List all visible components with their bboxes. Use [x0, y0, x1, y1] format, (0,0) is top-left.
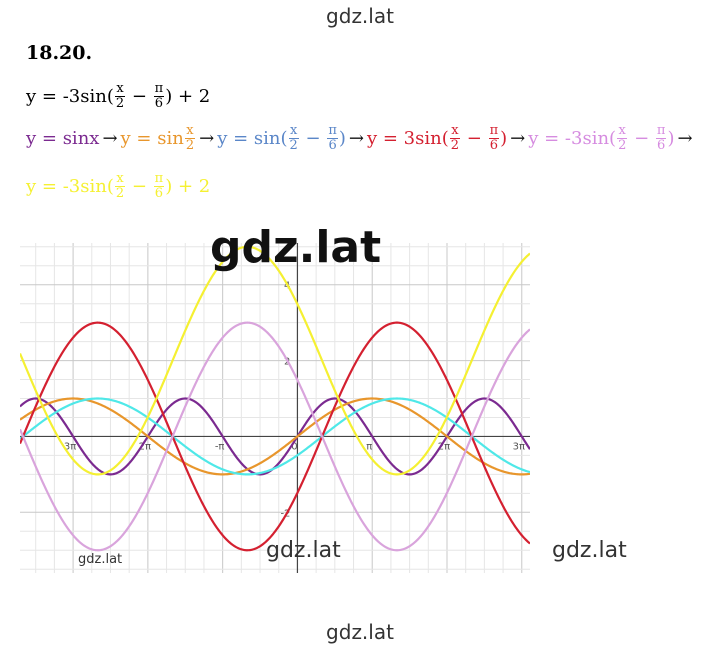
equation-minus: −	[126, 85, 153, 107]
transformation-chain-line1: y = sinx → y = sin x 2 → y = sin(x 2 − π 6) → y = …	[26, 123, 696, 154]
x-tick-label: π	[366, 441, 372, 452]
x-tick-label: 2π	[438, 441, 450, 452]
x-tick-label: 3π	[513, 441, 525, 452]
step-sin-x-2: y = sin x 2	[120, 123, 196, 154]
step-sinx: y = sinx	[26, 127, 100, 149]
arrow-icon: →	[199, 127, 215, 149]
watermark-large: gdz.lat	[210, 222, 382, 273]
watermark-small: gdz.lat	[78, 552, 123, 567]
series-line-4	[20, 321, 530, 552]
step-final: y = -3sin(x 2 − π 6) + 2	[26, 171, 211, 202]
target-equation: y = -3sin(x 2 − π 6) + 2	[26, 81, 211, 112]
watermark-right: gdz.lat	[552, 538, 627, 563]
x-tick-label: 0	[291, 441, 297, 452]
watermark-top: gdz.lat	[326, 4, 394, 28]
equation-prefix: y = -3sin(	[26, 85, 114, 107]
problem-number: 18.20.	[26, 42, 93, 64]
watermark-middle: gdz.lat	[266, 538, 341, 563]
series-line-5	[20, 321, 530, 552]
step-neg3sin: y = -3sin(x 2 − π 6)	[528, 123, 675, 154]
arrow-icon: →	[510, 127, 526, 149]
x-tick-label: 3π	[64, 441, 76, 452]
x-tick-label: -π	[215, 441, 225, 452]
transformation-chain-line2: y = -3sin(x 2 − π 6) + 2	[26, 171, 211, 202]
series-line-2	[20, 397, 530, 476]
x-tick-label: 2π	[139, 441, 151, 452]
step-3sin: y = 3sin(x 2 − π 6)	[366, 123, 508, 154]
series-line-6	[20, 245, 530, 476]
step-sin-shifted: y = sin(x 2 − π 6)	[217, 123, 346, 154]
arrow-icon: →	[348, 127, 364, 149]
arrow-icon: →	[102, 127, 118, 149]
equation-suffix: ) + 2	[165, 85, 211, 107]
watermark-bottom: gdz.lat	[326, 620, 394, 644]
series-line-3	[20, 397, 530, 476]
arrow-icon: →	[677, 127, 693, 149]
